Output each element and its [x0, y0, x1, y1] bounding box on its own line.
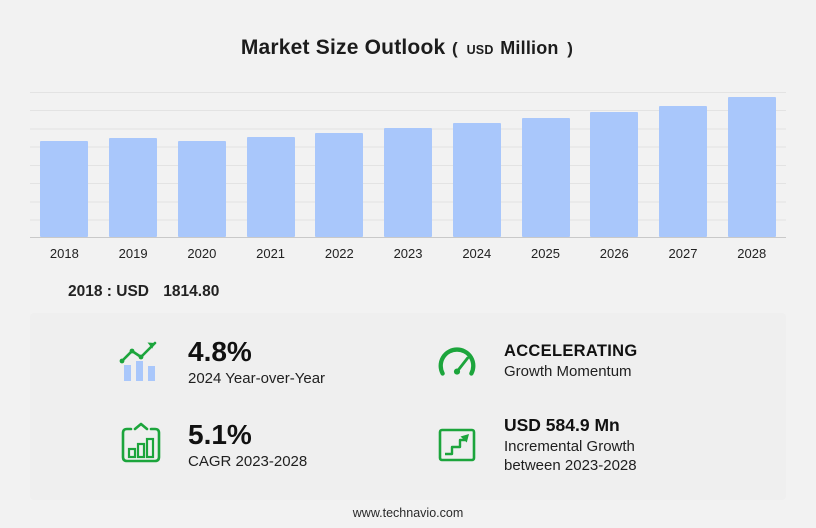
bar-2024 [452, 122, 501, 237]
stat-yoy-value: 4.8% [188, 335, 252, 367]
x-tick-label: 2022 [324, 246, 354, 261]
bar-plot [30, 92, 786, 238]
title-unit: Million [500, 38, 559, 58]
base-year-label: 2018 : USD [68, 283, 149, 300]
chart-frame-icon [114, 418, 168, 472]
bar-slot [167, 92, 236, 237]
x-tick-label: 2019 [118, 246, 148, 261]
bar-slot [236, 92, 305, 237]
stat-yoy: 4.8% 2024 Year-over-Year [114, 335, 430, 389]
stat-cagr-value: 5.1% [188, 418, 252, 450]
bar-slot [30, 92, 99, 237]
stat-momentum-value: ACCELERATING [504, 342, 638, 361]
x-axis-labels: 2018 2019 2020 2021 2022 2023 2024 2025 2026 2027… [30, 246, 786, 261]
stat-incremental-value: USD 584.9 Mn [504, 415, 620, 435]
stat-yoy-label: 2024 Year-over-Year [188, 369, 326, 387]
x-tick-label: 2028 [737, 246, 767, 261]
bar-2027 [658, 105, 707, 237]
bar-slot [580, 92, 649, 237]
bar-slot [374, 92, 443, 237]
x-tick-label: 2024 [462, 246, 492, 261]
bar-2028 [727, 96, 776, 237]
x-tick-label: 2027 [668, 246, 698, 261]
stat-momentum-label: Growth Momentum [504, 363, 632, 381]
base-year-annotation: 2018 : USD 1814.80 [68, 283, 816, 301]
bar-slot [305, 92, 374, 237]
speedometer-icon [430, 335, 484, 389]
x-tick-label: 2025 [531, 246, 560, 261]
market-size-bar-chart: 2018 2019 2020 2021 2022 2023 2024 2025 2026 2027… [30, 92, 786, 261]
stat-cagr: 5.1% CAGR 2023-2028 [114, 415, 430, 476]
bar-slot [717, 92, 786, 237]
bar-2018 [40, 141, 89, 237]
stat-incremental-label: Incremental Growth between 2023-2028 [504, 438, 637, 474]
title-currency: USD [466, 43, 494, 57]
stats-panel: 4.8% 2024 Year-over-Year ACCELERATING Gr… [30, 313, 786, 500]
bar-slot [511, 92, 580, 237]
x-tick-label: 2018 [49, 246, 79, 261]
bar-2026 [590, 112, 639, 237]
bar-2020 [177, 141, 226, 237]
bar-growth-icon [114, 335, 168, 389]
x-tick-label: 2023 [393, 246, 423, 261]
bar-2019 [109, 137, 158, 237]
bar-slot [442, 92, 511, 237]
page-title: Market Size Outlook ( USD Million ) [0, 0, 816, 60]
bar-slot [99, 92, 168, 237]
stat-incremental: USD 584.9 Mn Incremental Growth between … [430, 415, 746, 476]
bar-2025 [521, 117, 570, 237]
title-main: Market Size Outlook [240, 36, 446, 59]
base-year-value: 1814.80 [163, 283, 220, 300]
website-url: www.technavio.com [352, 506, 464, 520]
x-tick-label: 2020 [187, 246, 217, 261]
x-tick-label: 2021 [256, 246, 286, 261]
bar-slot [649, 92, 718, 237]
bar-2021 [246, 137, 295, 237]
title-paren-open: ( [452, 39, 458, 58]
stat-momentum: ACCELERATING Growth Momentum [430, 335, 746, 389]
bars-container [30, 92, 786, 237]
step-growth-icon [430, 418, 484, 472]
stat-cagr-label: CAGR 2023-2028 [188, 452, 308, 470]
bar-2022 [315, 133, 364, 237]
x-tick-label: 2026 [599, 246, 629, 261]
bar-2023 [384, 127, 433, 237]
title-paren-close: ) [567, 39, 574, 58]
